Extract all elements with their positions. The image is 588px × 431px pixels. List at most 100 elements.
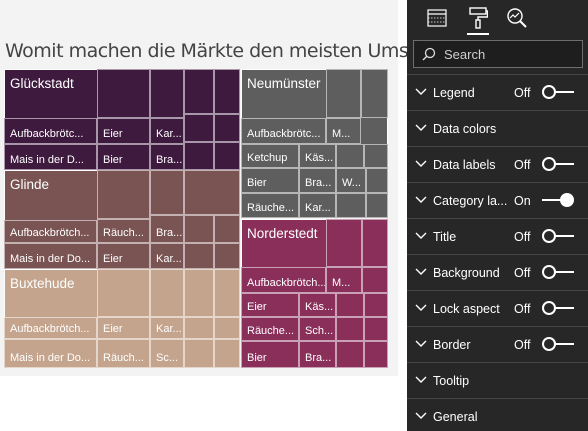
treemap-tile[interactable]: Aufbackbrötch... — [241, 267, 326, 293]
treemap-tile[interactable]: Eier — [97, 243, 150, 269]
treemap-tile[interactable] — [184, 317, 214, 339]
treemap-tile[interactable] — [336, 144, 364, 168]
treemap-tile[interactable] — [184, 215, 214, 243]
treemap-tile[interactable]: Mais in der Do... — [4, 243, 97, 269]
treemap-tile[interactable]: Kar... — [299, 193, 336, 218]
treemap-tile[interactable] — [214, 114, 240, 142]
treemap-tile[interactable]: M... — [326, 118, 361, 144]
section-toggle[interactable] — [542, 85, 574, 99]
section-title[interactable]: Title Off — [407, 218, 588, 253]
section-toggle[interactable] — [542, 193, 574, 207]
treemap-tile[interactable] — [97, 69, 150, 118]
treemap-tile[interactable]: Eier — [241, 293, 299, 317]
treemap-tile[interactable] — [326, 69, 361, 118]
section-legend[interactable]: Legend Off — [407, 74, 588, 109]
treemap-tile[interactable]: Käs... — [299, 144, 336, 168]
treemap-tile[interactable]: Sch... — [299, 317, 336, 341]
treemap-tile[interactable]: Bra... — [150, 144, 184, 170]
treemap-tile[interactable] — [336, 293, 364, 317]
treemap-tile[interactable] — [214, 69, 240, 114]
search-input[interactable] — [444, 46, 574, 62]
treemap-tile[interactable]: Aufbackbrötch... — [4, 220, 97, 243]
section-toggle[interactable] — [542, 229, 574, 243]
section-toggle[interactable] — [542, 265, 574, 279]
treemap-tile[interactable] — [364, 341, 388, 368]
treemap-tile[interactable] — [336, 341, 364, 368]
treemap[interactable]: Aufbackbrötc... Mais in der D... Eier Bier K… — [0, 0, 398, 376]
treemap-tile[interactable] — [362, 219, 388, 267]
treemap-tile[interactable] — [214, 243, 240, 269]
treemap-tile[interactable]: Räuche... — [241, 317, 299, 341]
treemap-tile[interactable]: M... — [326, 267, 362, 293]
treemap-tile[interactable]: Aufbackbrötc... — [241, 118, 326, 144]
treemap-tile[interactable]: Räuche... — [241, 193, 299, 218]
treemap-tile[interactable]: Kar... — [150, 118, 184, 144]
treemap-tile[interactable]: Mais in der D... — [4, 144, 97, 170]
treemap-tile[interactable]: Aufbackbrötch... — [4, 317, 97, 339]
treemap-tile[interactable]: Bier — [241, 168, 299, 193]
treemap-tile[interactable] — [336, 317, 364, 341]
section-general[interactable]: General — [407, 398, 588, 431]
treemap-tile[interactable] — [97, 170, 150, 219]
treemap-tile[interactable]: Eier — [97, 317, 150, 339]
treemap-tile[interactable]: Kar... — [150, 317, 184, 339]
section-category-la[interactable]: Category la... On — [407, 182, 588, 217]
section-toggle[interactable] — [542, 337, 574, 351]
analytics-tab[interactable] — [503, 4, 531, 32]
treemap-tile[interactable]: Ketchup — [241, 144, 299, 168]
treemap-tile[interactable]: Kar... — [150, 243, 184, 269]
format-tab[interactable] — [464, 4, 492, 35]
section-background[interactable]: Background Off — [407, 254, 588, 289]
table-icon — [427, 9, 447, 27]
treemap-tile[interactable]: Bra... — [150, 215, 184, 243]
section-lock-aspect[interactable]: Lock aspect Off — [407, 290, 588, 325]
treemap-tile[interactable] — [184, 170, 240, 215]
treemap-tile[interactable]: Bra... — [299, 341, 336, 368]
treemap-tile[interactable] — [184, 243, 214, 269]
treemap-tile[interactable]: Käs... — [299, 293, 336, 317]
treemap-tile[interactable] — [184, 269, 214, 317]
treemap-tile[interactable] — [364, 317, 388, 341]
treemap-tile[interactable] — [214, 339, 240, 368]
treemap-tile[interactable] — [150, 170, 184, 215]
treemap-tile[interactable] — [366, 193, 388, 218]
treemap-tile[interactable] — [214, 142, 240, 170]
fields-tab[interactable] — [423, 4, 451, 32]
treemap-tile[interactable] — [214, 317, 240, 339]
section-data-colors[interactable]: Data colors — [407, 110, 588, 145]
treemap-tile[interactable]: Bra... — [299, 168, 336, 193]
section-tooltip[interactable]: Tooltip — [407, 362, 588, 397]
section-toggle[interactable] — [542, 157, 574, 171]
treemap-tile[interactable] — [150, 269, 184, 317]
treemap-tile[interactable] — [184, 114, 214, 142]
treemap-tile[interactable] — [362, 267, 388, 293]
treemap-tile[interactable] — [214, 269, 240, 317]
treemap-tile[interactable] — [97, 269, 150, 317]
treemap-tile[interactable] — [336, 193, 366, 218]
section-data-labels[interactable]: Data labels Off — [407, 146, 588, 181]
treemap-tile[interactable] — [184, 69, 214, 114]
treemap-tile[interactable]: Sc... — [150, 339, 184, 368]
treemap-tile[interactable] — [184, 142, 214, 170]
treemap-tile[interactable] — [184, 339, 214, 368]
treemap-tile[interactable]: Räuch... — [97, 339, 150, 368]
treemap-tile[interactable]: Bier — [97, 144, 150, 170]
treemap-tile[interactable]: Räuch... — [97, 219, 150, 243]
treemap-tile[interactable] — [361, 69, 388, 118]
treemap-tile[interactable]: Eier — [97, 118, 150, 144]
treemap-tile[interactable] — [150, 69, 184, 118]
chevron-down-icon — [415, 160, 427, 167]
section-border[interactable]: Border Off — [407, 326, 588, 361]
pane-search[interactable] — [413, 40, 583, 68]
treemap-tile[interactable]: Mais in der Do... — [4, 339, 97, 368]
treemap-tile[interactable]: Bier — [241, 341, 299, 368]
section-toggle[interactable] — [542, 301, 574, 315]
treemap-tile[interactable] — [214, 215, 240, 243]
treemap-tile[interactable] — [364, 144, 388, 168]
treemap-tile[interactable]: W... — [336, 168, 366, 193]
treemap-visual[interactable]: Womit machen die Märkte den meisten Umsa… — [0, 0, 446, 376]
treemap-tile[interactable] — [326, 219, 362, 267]
treemap-tile[interactable] — [364, 293, 388, 317]
treemap-tile[interactable] — [366, 168, 388, 193]
treemap-tile[interactable]: Aufbackbrötc... — [4, 118, 97, 144]
